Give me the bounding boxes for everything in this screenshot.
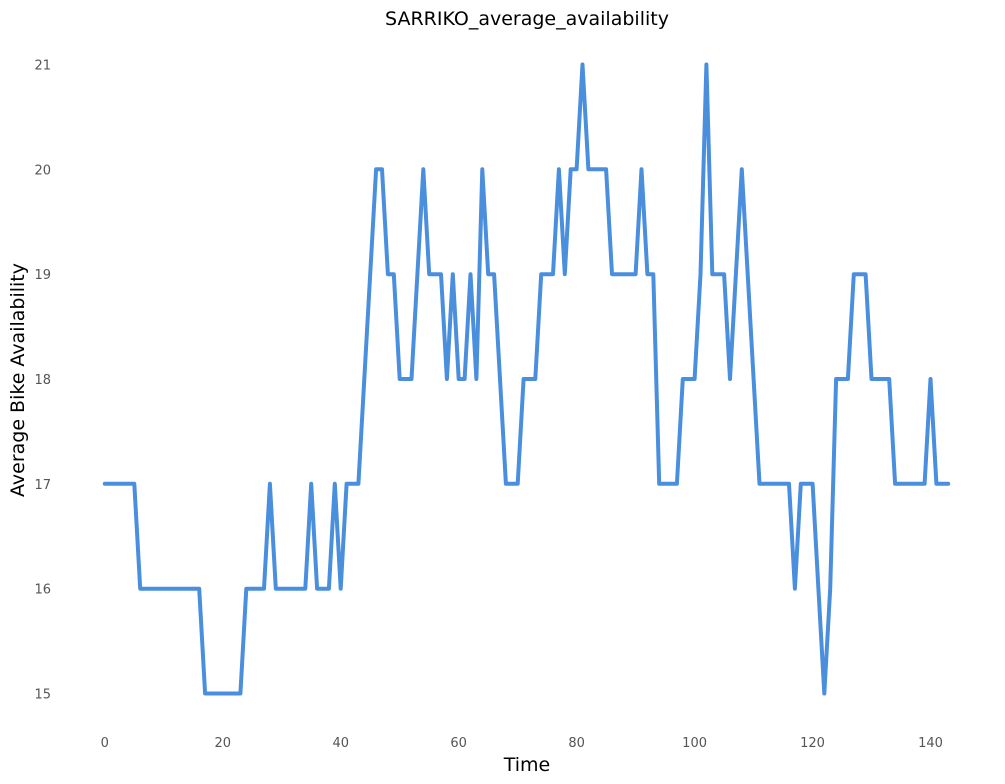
x-tick-label: 100 <box>682 736 707 751</box>
x-tick-label: 40 <box>332 736 349 751</box>
x-tick-label: 120 <box>800 736 825 751</box>
x-axis-ticks: 0 20 40 60 80 100 120 140 <box>101 736 943 751</box>
y-axis-label: Average Bike Availability <box>7 263 29 497</box>
y-tick-label: 16 <box>34 583 51 598</box>
x-tick-label: 20 <box>214 736 231 751</box>
y-tick-label: 15 <box>34 688 51 703</box>
x-tick-label: 140 <box>918 736 943 751</box>
y-tick-label: 20 <box>34 163 51 178</box>
y-tick-label: 21 <box>34 58 51 73</box>
y-tick-label: 17 <box>34 478 51 493</box>
x-axis-label: Time <box>503 754 551 776</box>
x-tick-label: 80 <box>568 736 585 751</box>
x-tick-label: 60 <box>450 736 467 751</box>
series-line <box>102 62 951 696</box>
x-tick-label: 0 <box>101 736 109 751</box>
y-axis-ticks: 15 16 17 18 19 20 21 <box>34 58 51 702</box>
y-tick-label: 18 <box>34 373 51 388</box>
y-tick-label: 19 <box>34 268 51 283</box>
chart-title: SARRIKO_average_availability <box>385 8 669 30</box>
